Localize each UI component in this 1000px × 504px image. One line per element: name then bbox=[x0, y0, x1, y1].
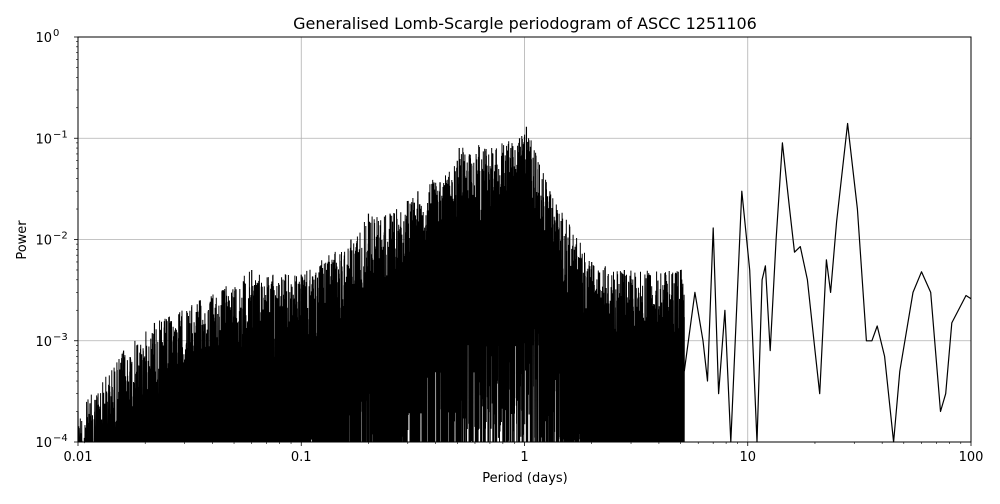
y-tick-base: 10 bbox=[35, 436, 52, 451]
y-tick-base: 10 bbox=[35, 31, 52, 46]
y-tick-base: 10 bbox=[35, 335, 52, 350]
y-tick-exponent: 0 bbox=[53, 28, 59, 39]
y-tick-label: 10 bbox=[35, 132, 52, 147]
x-tick-label: 100 bbox=[959, 450, 984, 465]
x-tick-label: 0.01 bbox=[64, 450, 93, 465]
x-tick-label: 10 bbox=[739, 450, 756, 465]
x-tick-label: 1 bbox=[520, 450, 528, 465]
x-axis-label: Period (days) bbox=[482, 471, 568, 486]
data-series bbox=[77, 122, 972, 444]
y-tick-exponent: −4 bbox=[53, 433, 68, 444]
periodogram-dense-trace bbox=[78, 134, 685, 444]
periodogram-smooth-trace bbox=[683, 122, 972, 443]
y-tick-exponent: −1 bbox=[53, 129, 68, 140]
y-tick-label: 10 bbox=[35, 335, 52, 350]
y-tick-exponent: −3 bbox=[53, 332, 68, 343]
y-axis-label: Power bbox=[15, 220, 30, 260]
x-tick-label: 0.1 bbox=[291, 450, 312, 465]
y-tick-label: 10 bbox=[35, 234, 52, 249]
y-tick-label: 10 bbox=[35, 436, 52, 451]
chart-title: Generalised Lomb-Scargle periodogram of … bbox=[293, 14, 757, 33]
y-tick-exponent: −2 bbox=[53, 231, 68, 242]
y-tick-label: 10 bbox=[35, 31, 52, 46]
y-tick-base: 10 bbox=[35, 234, 52, 249]
y-tick-base: 10 bbox=[35, 132, 52, 147]
